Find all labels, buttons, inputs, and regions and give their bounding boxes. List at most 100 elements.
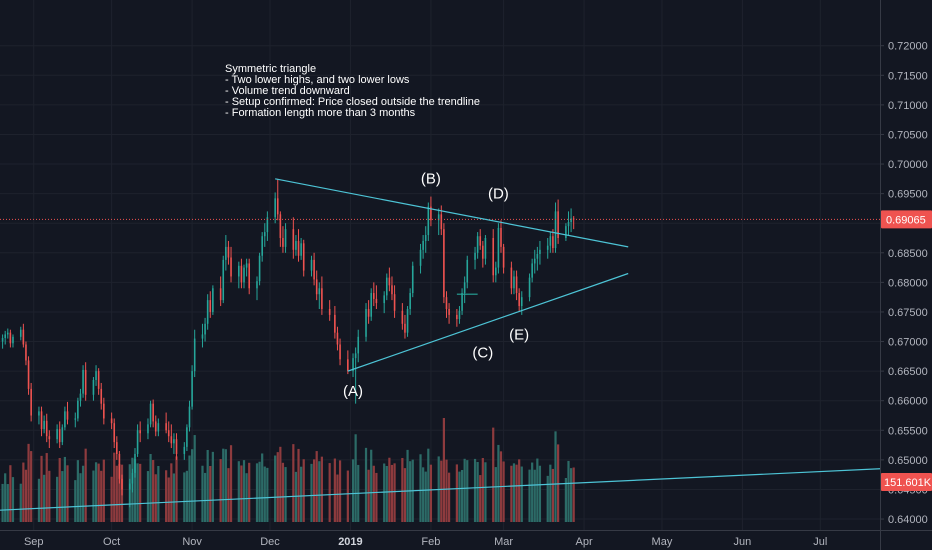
volume-bar	[281, 462, 285, 522]
trendlines[interactable]	[0, 178, 881, 511]
volume-bar	[118, 464, 121, 522]
volume-bar	[209, 466, 212, 522]
volume-bar	[458, 471, 461, 522]
volume-bar	[102, 459, 105, 522]
volume-bar	[167, 477, 170, 522]
candle-body	[27, 360, 30, 389]
candle-body	[274, 198, 276, 218]
trendline[interactable]	[347, 272, 629, 372]
candle	[134, 448, 136, 478]
candle	[383, 291, 385, 314]
candle	[4, 330, 6, 345]
candle	[66, 401, 69, 425]
candle	[448, 303, 450, 324]
volume-bar	[367, 469, 370, 522]
price-axis[interactable]: 0.72000 0.71500 0.71000 0.70500 0.70000 0.695…	[880, 0, 932, 550]
candle-body	[154, 421, 157, 432]
point-labels: (A) (B) (C) (D) (E)	[343, 171, 529, 400]
volume-bar	[302, 459, 305, 522]
candle-body	[261, 236, 263, 256]
time-axis-background	[0, 530, 880, 550]
candle	[274, 192, 276, 224]
time-tick-label: Jun	[734, 536, 752, 548]
volume-bar	[279, 446, 282, 522]
volume-bar	[318, 461, 321, 522]
time-tick-label: Mar	[494, 536, 513, 548]
candle	[230, 246, 232, 283]
volume-bar	[564, 478, 568, 522]
candle-body	[357, 336, 360, 354]
candle-body	[9, 332, 12, 344]
candle-body	[227, 246, 230, 258]
candle	[533, 249, 536, 274]
volume-bar	[190, 449, 194, 522]
candle	[292, 217, 295, 259]
trendline[interactable]	[275, 178, 629, 248]
candle-body	[58, 429, 61, 443]
candle-body	[282, 238, 284, 247]
candle-body	[175, 439, 178, 454]
candle-body	[411, 265, 414, 294]
candle	[43, 415, 45, 434]
candle-body	[531, 263, 533, 278]
candle-body	[30, 388, 32, 416]
time-tick-label: May	[652, 536, 673, 548]
volume-bar	[388, 457, 391, 522]
candle-body	[388, 277, 391, 286]
volume-bar	[406, 449, 409, 522]
candle-body	[533, 258, 536, 264]
candle-body	[43, 420, 45, 430]
volume-bar	[538, 465, 542, 522]
candle	[500, 220, 502, 253]
candle	[206, 294, 209, 330]
candle-body	[191, 371, 193, 407]
candle-body	[448, 309, 450, 315]
volume-bar	[157, 466, 160, 522]
candle	[354, 347, 357, 404]
last-price-badge: 0.69065	[881, 210, 932, 229]
candle	[456, 309, 458, 327]
annotation-note[interactable]: Symmetric triangle - Two lower highs, an…	[225, 63, 480, 119]
candle-body	[375, 298, 378, 304]
candle-body	[419, 249, 422, 266]
volume-bar	[76, 460, 79, 522]
trendline[interactable]	[0, 468, 881, 511]
price-tick-label: 0.69500	[888, 189, 928, 201]
candle-body	[393, 294, 396, 311]
volume-bar	[175, 456, 178, 522]
candle	[263, 223, 266, 247]
time-axis[interactable]: Sep Oct Nov Dec 2019 Feb Mar Apr May Jun Jul	[0, 530, 932, 550]
candle	[92, 377, 95, 401]
candle	[492, 229, 495, 283]
volume-bar	[328, 463, 331, 522]
volume-bar	[492, 427, 495, 522]
candle-body	[520, 297, 523, 307]
volume-bar	[115, 465, 118, 522]
candle-body	[121, 478, 123, 490]
volume-bar	[193, 435, 196, 522]
candle	[295, 235, 297, 256]
annotation-line: - Two lower highs, and two lower lows	[225, 74, 410, 86]
candle	[79, 388, 82, 407]
candle-body	[510, 267, 513, 289]
volume-bar	[6, 484, 9, 522]
volume-bar	[429, 464, 433, 522]
candle-body	[206, 300, 209, 324]
candle-body	[209, 300, 212, 312]
candle	[373, 282, 375, 307]
price-tick-label: 0.70000	[888, 159, 928, 171]
candle-body	[79, 393, 82, 401]
candle-body	[186, 427, 188, 447]
candle	[419, 243, 422, 274]
candle-body	[230, 257, 232, 277]
candle	[466, 255, 469, 289]
candle-body	[318, 288, 321, 295]
candle	[188, 400, 191, 432]
candle-body	[152, 403, 154, 422]
volume-bar	[248, 462, 251, 522]
candle-body	[549, 236, 552, 246]
volume-bar	[84, 448, 87, 522]
candle-body	[334, 314, 336, 333]
candle-body	[570, 218, 572, 223]
